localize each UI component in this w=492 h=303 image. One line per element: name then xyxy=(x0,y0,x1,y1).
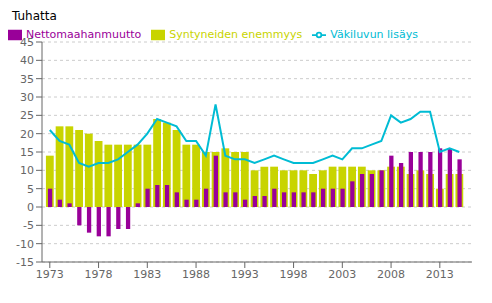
svg-text:2003: 2003 xyxy=(328,268,356,281)
svg-text:10: 10 xyxy=(20,164,34,177)
html-text:Nettomaahanmuutto: Nettomaahanmuutto xyxy=(26,28,142,41)
svg-text:1988: 1988 xyxy=(182,268,210,281)
svg-text:25: 25 xyxy=(20,109,34,122)
html-text:Syntyneiden enemmyys: Syntyneiden enemmyys xyxy=(169,28,303,41)
svg-text:1973: 1973 xyxy=(36,268,64,281)
svg-text:-10: -10 xyxy=(16,238,34,251)
svg-text:1978: 1978 xyxy=(85,268,113,281)
svg-text:30: 30 xyxy=(20,91,34,104)
svg-text:1998: 1998 xyxy=(280,268,308,281)
html-text:Väkiluvun lisäys: Väkiluvun lisäys xyxy=(330,28,418,41)
svg-text:35: 35 xyxy=(20,73,34,86)
html-text:Tuhatta: Tuhatta xyxy=(12,9,57,23)
svg-text:45: 45 xyxy=(20,36,34,49)
svg-text:-5: -5 xyxy=(23,219,34,232)
svg-text:2013: 2013 xyxy=(426,268,454,281)
svg-text:20: 20 xyxy=(20,128,34,141)
svg-text:-15: -15 xyxy=(16,256,34,269)
svg-text:40: 40 xyxy=(20,54,34,67)
svg-text:0: 0 xyxy=(27,201,34,214)
svg-text:15: 15 xyxy=(20,146,34,159)
svg-text:2008: 2008 xyxy=(377,268,405,281)
svg-text:5: 5 xyxy=(27,183,34,196)
svg-text:1983: 1983 xyxy=(133,268,161,281)
svg-text:1993: 1993 xyxy=(231,268,259,281)
